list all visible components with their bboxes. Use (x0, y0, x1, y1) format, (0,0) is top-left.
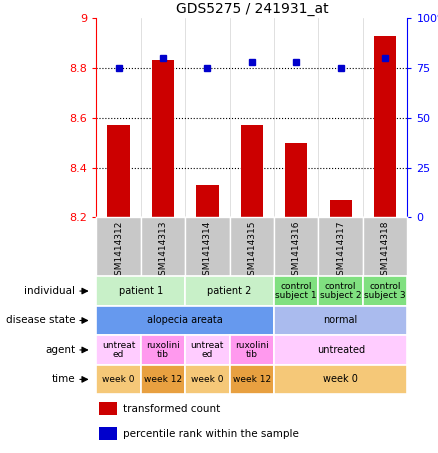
Text: control
subject 2: control subject 2 (320, 282, 361, 300)
Text: GSM1414313: GSM1414313 (159, 221, 167, 281)
Text: week 0: week 0 (323, 374, 358, 385)
Text: week 12: week 12 (144, 375, 182, 384)
Bar (329, 200, 352, 217)
Text: control
subject 3: control subject 3 (364, 282, 406, 300)
Text: week 0: week 0 (102, 375, 135, 384)
Text: ruxolini
tib: ruxolini tib (235, 341, 269, 359)
Text: patient 1: patient 1 (119, 286, 163, 296)
Bar (285, 143, 307, 217)
Text: GSM1414316: GSM1414316 (292, 221, 301, 281)
Bar (99, 427, 117, 440)
Text: GSM1414312: GSM1414312 (114, 221, 123, 281)
Text: control
subject 1: control subject 1 (276, 282, 317, 300)
Text: alopecia areata: alopecia areata (147, 315, 223, 326)
Text: individual: individual (24, 286, 75, 296)
Bar (196, 185, 219, 217)
Text: ruxolini
tib: ruxolini tib (146, 341, 180, 359)
Text: disease state: disease state (6, 315, 75, 326)
Bar (99, 402, 117, 415)
Text: transformed count: transformed count (123, 404, 220, 414)
Text: GSM1414314: GSM1414314 (203, 221, 212, 281)
Text: GSM1414318: GSM1414318 (381, 221, 390, 281)
Text: time: time (52, 374, 75, 385)
Text: agent: agent (45, 345, 75, 355)
Text: normal: normal (324, 315, 358, 326)
Text: GSM1414317: GSM1414317 (336, 221, 345, 281)
Title: GDS5275 / 241931_at: GDS5275 / 241931_at (176, 2, 328, 16)
Bar (107, 125, 130, 217)
Text: patient 2: patient 2 (208, 286, 252, 296)
Bar (241, 125, 263, 217)
Text: percentile rank within the sample: percentile rank within the sample (123, 429, 299, 439)
Text: week 12: week 12 (233, 375, 271, 384)
Text: week 0: week 0 (191, 375, 224, 384)
Text: untreat
ed: untreat ed (102, 341, 135, 359)
Bar (374, 35, 396, 217)
Text: GSM1414315: GSM1414315 (247, 221, 256, 281)
Bar (152, 60, 174, 217)
Text: untreat
ed: untreat ed (191, 341, 224, 359)
Text: untreated: untreated (317, 345, 365, 355)
